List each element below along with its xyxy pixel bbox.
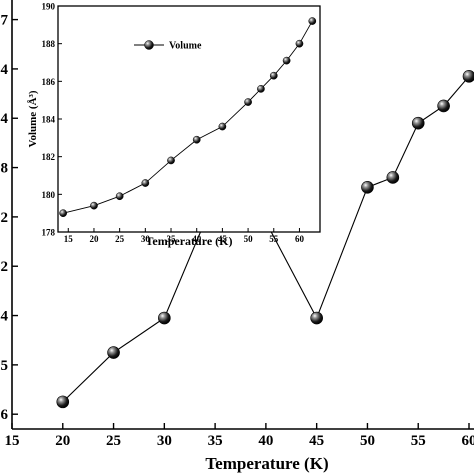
legend-label-volume: Volume xyxy=(169,41,202,52)
main-data-point xyxy=(437,99,450,113)
inset-frame-rect xyxy=(57,5,321,233)
main-y-tick-label: 2 xyxy=(1,259,9,275)
inset-axes: 15 20 25 30 35 40 45 50 55 60 178 180 182 184 186 188 19… xyxy=(42,2,305,245)
inset-y-axis-label: Volume (Å³) xyxy=(27,90,39,147)
main-x-tick-label: 45 xyxy=(309,433,324,449)
inset-x-axis-label: Temperature (K) xyxy=(146,234,233,248)
inset-data-point xyxy=(90,201,98,210)
main-data-point xyxy=(310,311,323,325)
inset-data-point xyxy=(115,192,124,201)
inset-data-point xyxy=(244,98,252,106)
main-data-point xyxy=(107,346,120,359)
main-x-tick-label: 55 xyxy=(411,433,426,449)
inset-y-tick-label: 186 xyxy=(42,77,56,87)
main-x-tick-label: 30 xyxy=(157,433,172,449)
main-y-tick-label: 8 xyxy=(1,161,9,177)
main-x-tick-label: 50 xyxy=(360,433,375,449)
inset-data-point xyxy=(308,17,317,25)
main-x-tick-label: 25 xyxy=(106,433,121,449)
inset-legend: Volume xyxy=(134,40,202,52)
main-y-tick-label: 2 xyxy=(1,210,9,226)
main-data-point xyxy=(462,70,474,83)
inset-x-tick-label: 50 xyxy=(244,234,254,244)
inset-x-tick-label: 30 xyxy=(141,234,151,244)
inset-data-point xyxy=(218,122,227,131)
inset-plot-frame xyxy=(57,5,321,233)
inset-data-point xyxy=(295,39,304,48)
inset-y-tick-label: 180 xyxy=(42,190,56,200)
main-y-tick-label: 7 xyxy=(1,13,9,29)
inset-x-tick-label: 15 xyxy=(64,234,74,244)
inset-x-tick-label: 20 xyxy=(89,234,99,244)
inset-x-tick-label: 55 xyxy=(269,234,279,244)
main-x-axis-label: Temperature (K) xyxy=(205,454,328,473)
inset-y-tick-label: 184 xyxy=(42,115,56,125)
inset-data-point xyxy=(282,56,291,65)
main-x-tick-label: 60 xyxy=(462,433,474,449)
main-series xyxy=(56,70,474,409)
inset-data-point xyxy=(257,85,265,93)
inset-y-tick-label: 182 xyxy=(42,152,56,162)
inset-x-tick-label: 45 xyxy=(218,234,228,244)
legend-marker xyxy=(144,40,154,50)
inset-x-tick-label: 60 xyxy=(295,234,305,244)
main-data-point xyxy=(411,116,425,130)
inset-y-tick-label: 190 xyxy=(42,2,56,12)
main-data-point xyxy=(56,395,70,409)
inset-series xyxy=(59,17,317,218)
main-y-tick-label: 6 xyxy=(1,407,9,423)
main-x-tick-label: 20 xyxy=(55,433,70,449)
inset-x-tick-label: 35 xyxy=(167,234,177,244)
inset-x-tick-label: 25 xyxy=(115,234,125,244)
main-data-point xyxy=(361,181,374,194)
inset-y-tick-label: 188 xyxy=(42,39,56,49)
inset-data-point xyxy=(269,71,278,80)
main-y-tick-label: 4 xyxy=(1,309,9,325)
inset-data-point xyxy=(167,156,175,165)
inset-data-point xyxy=(141,179,150,187)
inset-data-point xyxy=(192,135,201,144)
main-y-tick-label: 4 xyxy=(1,62,9,78)
main-y-tick-label: 4 xyxy=(1,111,9,127)
main-data-point xyxy=(386,171,400,184)
main-x-tick-label: 40 xyxy=(258,433,273,449)
main-x-tick-label: 35 xyxy=(208,433,223,449)
main-axes xyxy=(11,0,474,430)
inset-data-point xyxy=(59,209,67,218)
main-x-tick-label: 15 xyxy=(5,433,20,449)
main-y-tick-label: 5 xyxy=(1,358,9,374)
main-data-point xyxy=(158,311,171,325)
inset-x-tick-label: 40 xyxy=(192,234,202,244)
inset-y-tick-label: 178 xyxy=(42,228,56,238)
